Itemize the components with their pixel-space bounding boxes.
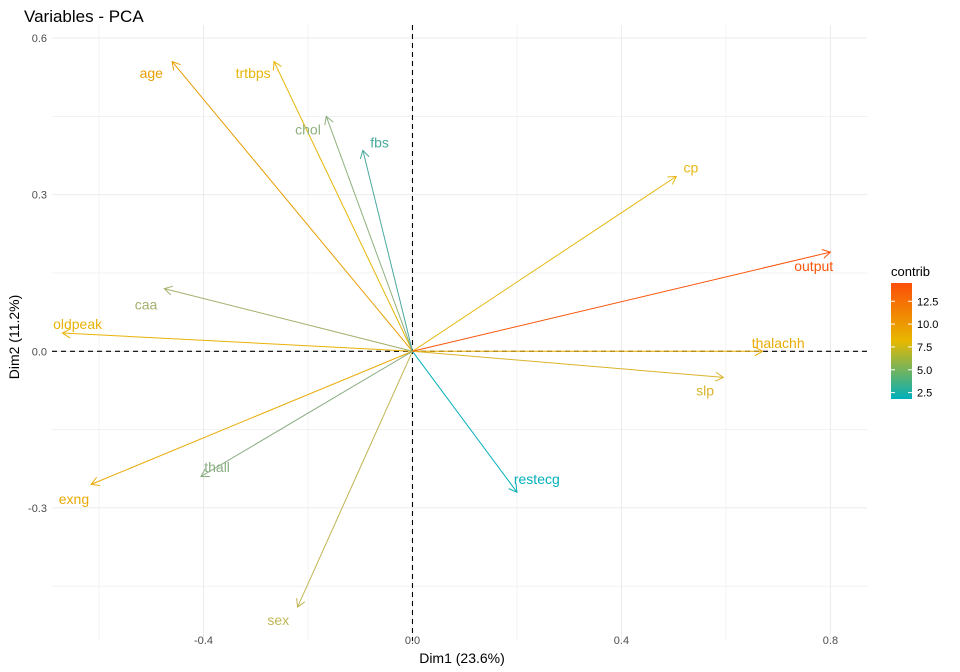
- x-tick-label: 0.4: [614, 635, 629, 647]
- y-tick-label: -0.3: [28, 503, 47, 515]
- label-age: age: [140, 65, 164, 81]
- x-tick-label: 0.0: [405, 635, 420, 647]
- arrow-output: [412, 249, 832, 352]
- label-oldpeak: oldpeak: [53, 316, 103, 332]
- label-thalachh: thalachh: [752, 335, 805, 351]
- arrow-restecg: [412, 350, 518, 494]
- legend-tick-label: 2.5: [917, 388, 932, 400]
- y-axis-title: Dim2 (11.2%): [6, 295, 22, 380]
- x-tick-label: -0.4: [194, 635, 213, 647]
- label-cp: cp: [684, 160, 699, 176]
- label-output: output: [794, 258, 833, 274]
- arrow-oldpeak: [61, 328, 413, 352]
- tick-labels: -0.4 0.0 0.4 0.8 -0.3 0.0 0.3 0.6: [28, 33, 838, 647]
- label-trtbps: trtbps: [236, 65, 271, 81]
- legend-colorbar: [891, 283, 912, 399]
- arrow-trtbps: [272, 60, 413, 352]
- x-axis-title: Dim1 (23.6%): [419, 650, 505, 666]
- legend-tick-label: 10.0: [917, 319, 938, 331]
- label-caa: caa: [135, 296, 158, 312]
- label-thall: thall: [204, 459, 230, 475]
- label-exng: exng: [59, 491, 89, 507]
- arrow-chol: [324, 115, 413, 352]
- legend-ticks: 2.5 5.0 7.5 10.0 12.5: [891, 296, 938, 400]
- legend-tick-label: 5.0: [917, 365, 932, 377]
- arrow-sex: [296, 351, 413, 608]
- reference-lines: [52, 25, 867, 641]
- arrow-fbs: [359, 149, 413, 352]
- y-tick-label: 0.6: [32, 33, 47, 45]
- legend-tick-label: 7.5: [917, 342, 932, 354]
- label-chol: chol: [295, 121, 321, 137]
- y-tick-label: 0.3: [32, 190, 47, 202]
- arrow-slp: [412, 350, 725, 382]
- arrow-exng: [90, 350, 413, 487]
- legend-title: contrib: [891, 264, 930, 279]
- arrow-cp: [412, 175, 678, 352]
- x-tick-label: 0.8: [823, 635, 838, 647]
- variable-labels: age sex cp trtbps chol fbs restecg thalachh exng…: [53, 65, 833, 628]
- label-slp: slp: [696, 382, 714, 398]
- y-tick-label: 0.0: [32, 346, 47, 358]
- arrow-thalachh: [412, 346, 764, 357]
- arrow-thall: [200, 350, 413, 478]
- legend-tick-label: 12.5: [917, 296, 938, 308]
- grid: [52, 25, 867, 641]
- chart-title: Variables - PCA: [24, 7, 144, 26]
- arrow-caa: [163, 285, 413, 352]
- label-fbs: fbs: [370, 134, 389, 150]
- variable-arrows: [61, 60, 832, 608]
- arrow-age: [171, 60, 413, 352]
- legend: contrib 2.5 5.0 7.5 10.0 12.5: [891, 264, 938, 400]
- label-restecg: restecg: [514, 471, 560, 487]
- label-sex: sex: [267, 612, 289, 628]
